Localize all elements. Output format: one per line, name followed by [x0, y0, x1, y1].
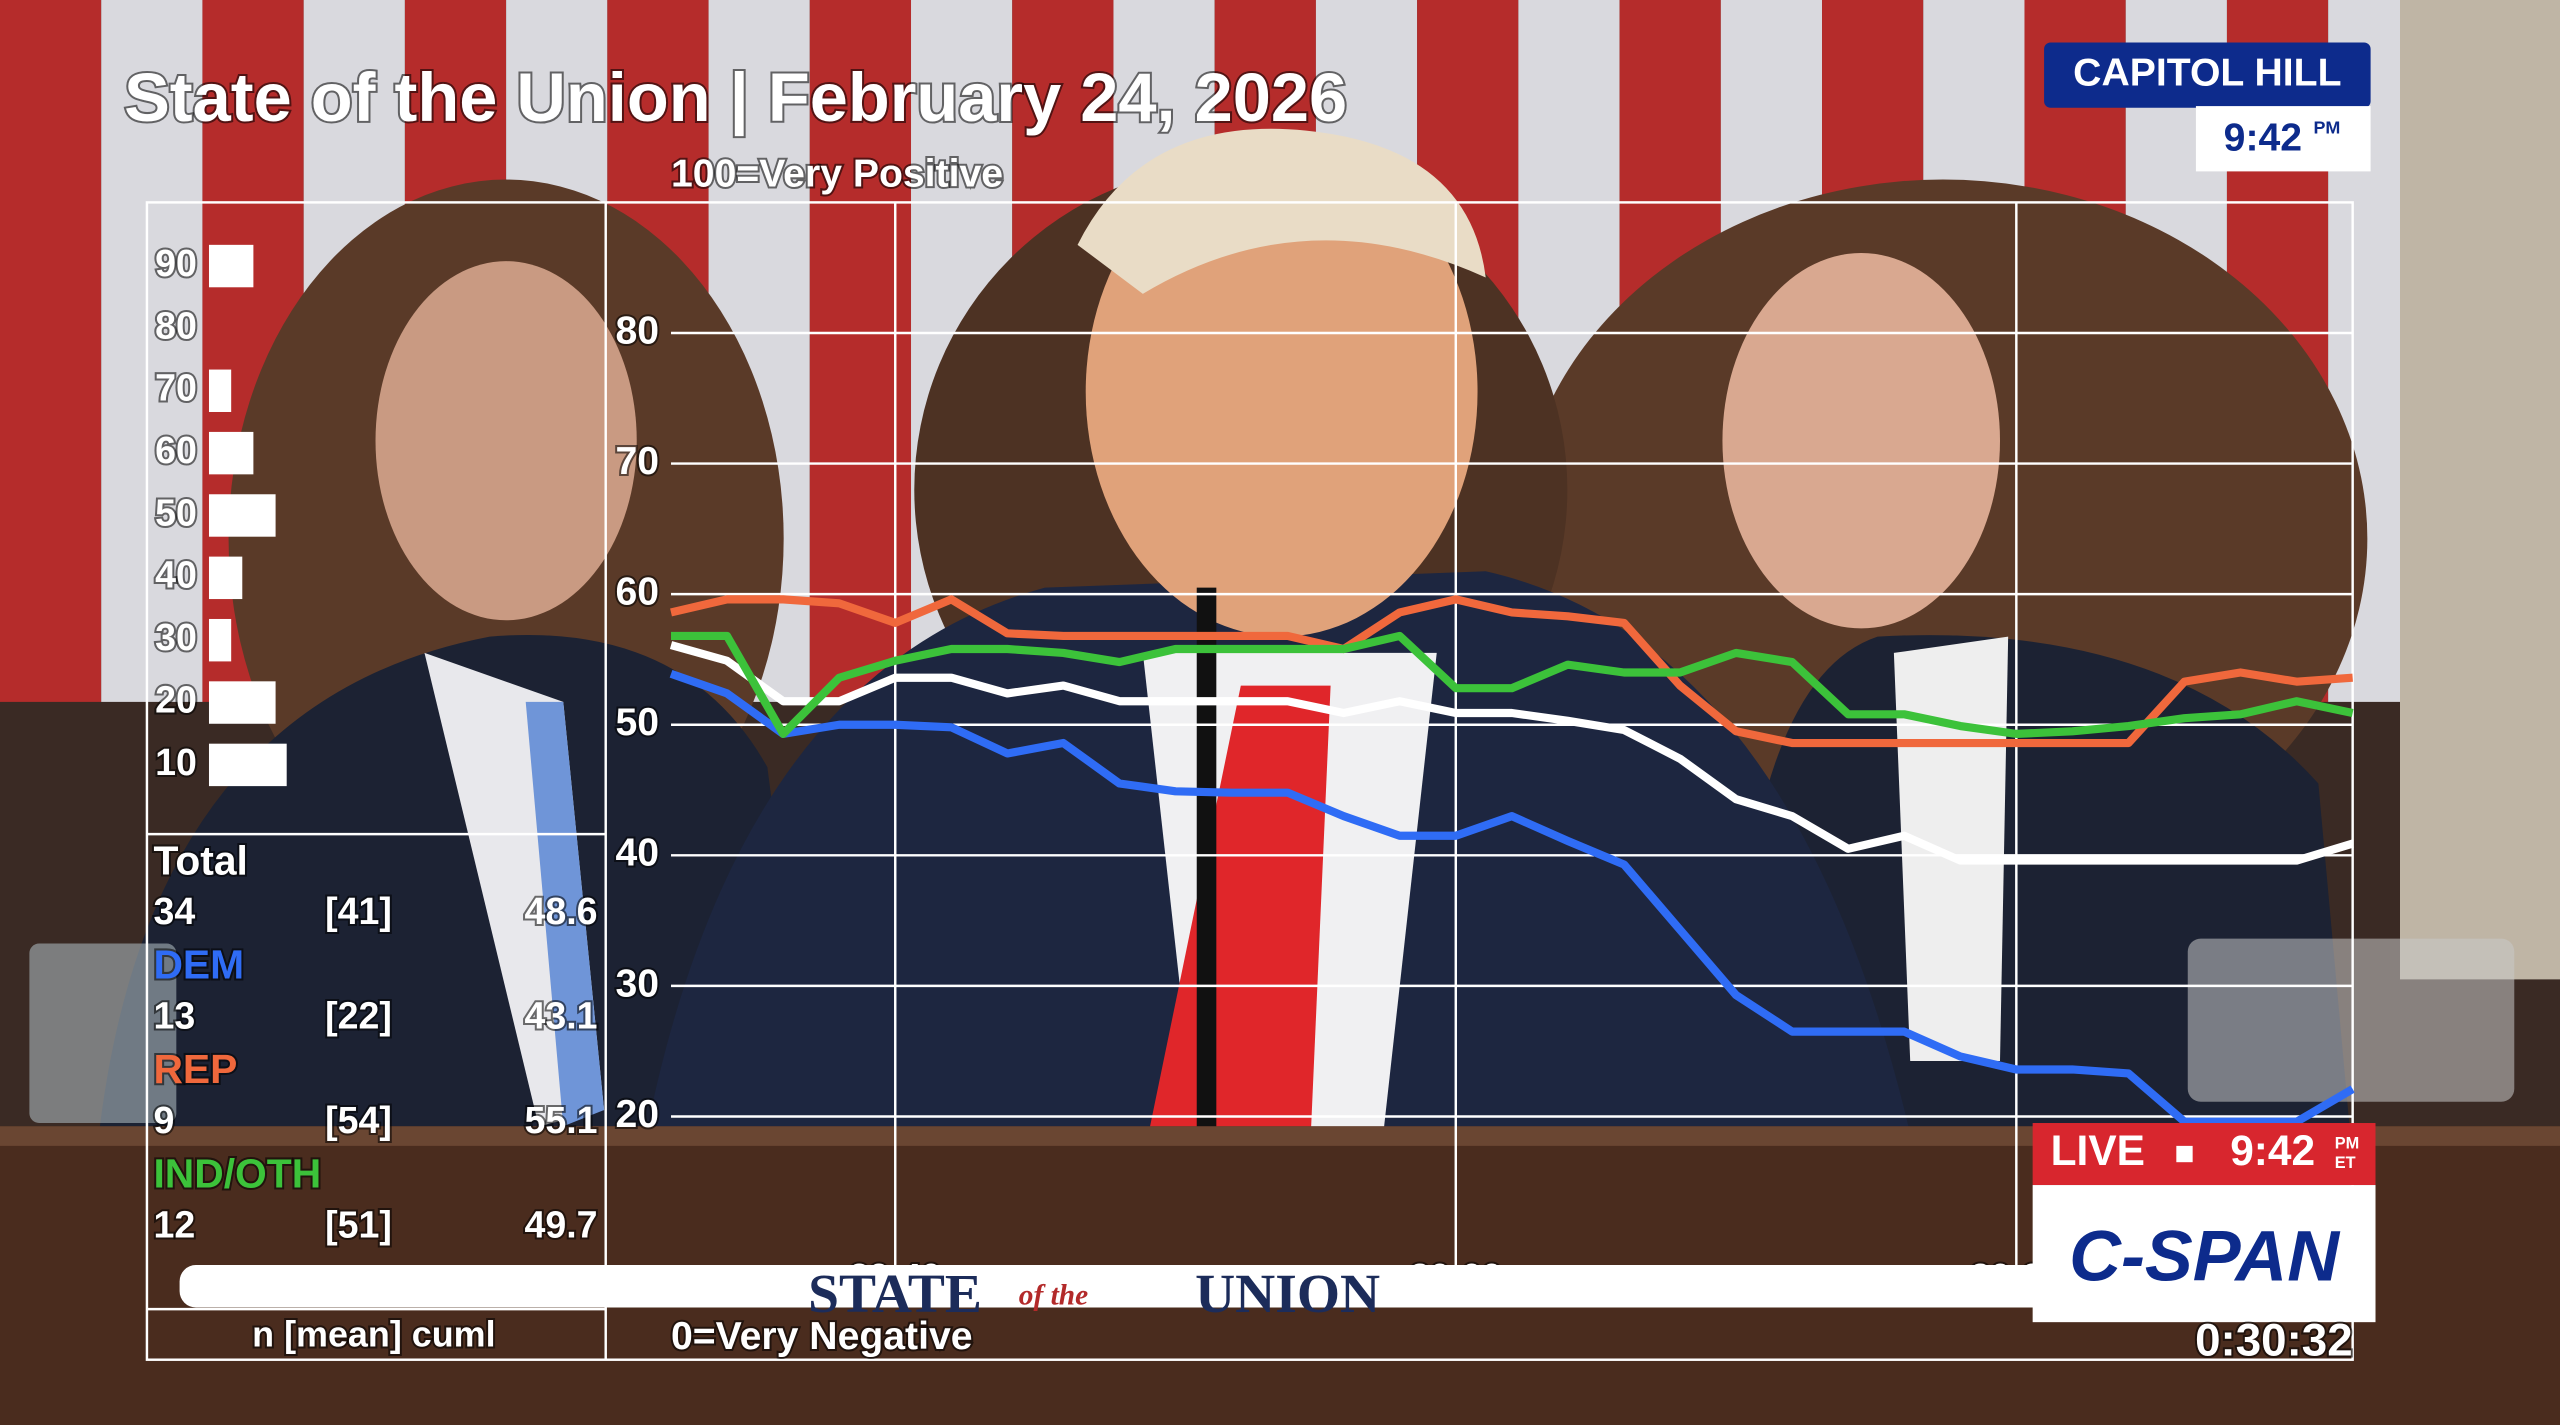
banner-middle: of the	[1019, 1279, 1088, 1311]
bin-label: 80	[155, 304, 197, 346]
timecode: 0:30:32	[2195, 1314, 2353, 1365]
y-tick-label: 30	[616, 962, 660, 1005]
y-tick-label: 80	[616, 309, 660, 352]
stat-n: 13	[153, 994, 195, 1036]
series-line	[670, 595, 2353, 748]
stat-cuml: 48.6	[524, 890, 597, 932]
stat-mean: [54]	[325, 1099, 392, 1141]
live-label: LIVE	[2051, 1127, 2145, 1174]
bar	[208, 681, 276, 724]
live-suffix: PM	[2335, 1135, 2359, 1153]
bin-label: 10	[155, 741, 197, 783]
bar	[208, 431, 254, 475]
plot-frame	[145, 201, 2354, 1361]
y-top-label: 100=Very Positive	[671, 153, 1003, 196]
bar	[208, 743, 287, 787]
bin-label: 70	[155, 367, 197, 409]
banner: STATE of the UNION	[179, 1264, 2368, 1325]
stat-mean: [51]	[325, 1203, 392, 1245]
legend-name: Total	[153, 837, 247, 883]
live-time: 9:42	[2230, 1127, 2315, 1174]
legend-name: IND/OTH	[153, 1151, 321, 1197]
y-bottom-label: 0=Very Negative	[671, 1315, 973, 1358]
stat-n: 9	[153, 1099, 174, 1141]
flag-stripe	[0, 0, 102, 702]
stat-n: 34	[153, 890, 195, 932]
stat-cuml: 49.7	[524, 1203, 597, 1245]
bin-label: 30	[155, 616, 197, 658]
live-bug: LIVE 9:42 PM ET C-SPAN	[2032, 1123, 2376, 1323]
y-tick-label: 20	[616, 1093, 660, 1136]
stat-cuml: 43.1	[524, 994, 597, 1036]
series-line	[669, 669, 2355, 1126]
stats-header: n [mean] cuml	[252, 1313, 495, 1354]
y-tick-label: 40	[616, 832, 660, 875]
location-suffix: PM	[2313, 118, 2340, 138]
stat-cuml: 55.1	[524, 1099, 597, 1141]
bin-label: 90	[155, 242, 197, 284]
flag-stripe	[101, 0, 203, 702]
bin-label: 50	[155, 491, 197, 533]
stat-mean: [22]	[325, 994, 392, 1036]
stats-panel: Total 34 [41] 48.6 DEM 13 [22] 43.1 REP 9 [54] 55.1…	[151, 835, 599, 1247]
bin-label: 20	[155, 678, 197, 720]
banner-right: UNION	[1195, 1264, 1380, 1325]
location: CAPITOL HILL	[2073, 51, 2341, 94]
bar	[208, 244, 254, 288]
bar	[208, 369, 232, 412]
y-tick-label: 50	[616, 701, 660, 744]
bin-label: 40	[155, 554, 197, 596]
live-zone: ET	[2335, 1154, 2356, 1172]
y-tick-label: 70	[616, 440, 660, 483]
series-line	[671, 631, 2354, 738]
network: C-SPAN	[2069, 1217, 2341, 1297]
bar	[208, 494, 276, 537]
stat-mean: [41]	[325, 890, 392, 932]
chart-title: State of the Union | February 24, 2026	[124, 59, 1347, 137]
y-tick-label: 60	[616, 571, 660, 614]
banner-left: STATE	[808, 1264, 982, 1325]
series-line	[669, 641, 2354, 865]
histogram: 90 80 70 60 50 40 30 20 10	[153, 240, 287, 787]
location-bug: CAPITOL HILL 9:42 PM	[2044, 42, 2371, 172]
stat-n: 12	[153, 1203, 195, 1245]
bar	[208, 618, 232, 662]
bar	[208, 556, 243, 600]
location-time: 9:42	[2224, 117, 2302, 160]
legend-name: REP	[153, 1046, 237, 1092]
bin-label: 60	[155, 429, 197, 471]
legend-name: DEM	[153, 942, 244, 988]
